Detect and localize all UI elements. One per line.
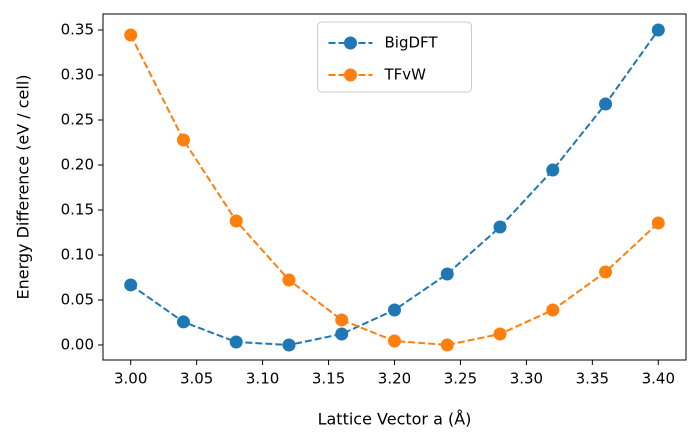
x-tick-label: 3.15 [312,370,345,388]
x-tick-label: 3.10 [246,370,279,388]
x-tick-label: 3.25 [444,370,477,388]
y-tick-label: 0.10 [61,245,94,263]
y-tick-label: 0.15 [61,200,94,218]
plot-frame [102,13,687,361]
y-tick-label: 0.30 [61,66,94,84]
x-tick-label: 3.20 [378,370,411,388]
x-tick-label: 3.05 [180,370,213,388]
marker [388,303,401,317]
marker [229,335,243,349]
x-tick-label: 3.00 [114,370,147,388]
y-tick-label: 0.35 [61,21,94,39]
y-tick-label: 0.05 [61,290,94,308]
x-axis-label: Lattice Vector a (Å) [318,410,472,429]
legend-label: TFvW [384,66,427,84]
x-tick-label: 3.35 [576,370,609,388]
x-tick-label: 3.40 [642,370,675,388]
y-tick-label: 0.20 [61,155,94,173]
marker [176,133,190,147]
y-tick-label: 0.25 [61,111,94,129]
marker [493,327,507,341]
y-axis-label: Energy Difference (eV / cell) [14,74,33,299]
marker [335,313,349,327]
marker [599,265,613,279]
marker [440,267,454,281]
y-tick-label: 0.00 [61,335,94,353]
marker [546,303,560,317]
legend-marker [344,68,357,82]
x-tick-label: 3.30 [510,370,543,388]
marker [651,216,665,230]
marker [124,28,138,42]
marker [599,97,613,111]
marker [493,220,507,234]
legend-label: BigDFT [385,34,439,52]
marker [651,23,665,37]
marker [335,327,349,341]
legend-marker [344,36,357,50]
marker [282,273,296,287]
marker [546,163,560,177]
marker [440,338,454,352]
marker [282,338,296,352]
marker [229,214,243,228]
marker [124,278,138,292]
marker [388,334,401,348]
marker [176,315,190,329]
